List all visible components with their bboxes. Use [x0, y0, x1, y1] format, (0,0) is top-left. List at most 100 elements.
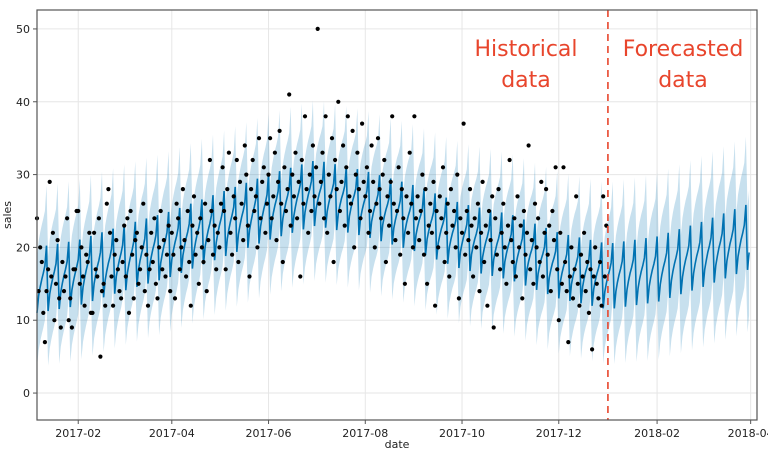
observed-point: [542, 230, 547, 235]
observed-point: [520, 296, 525, 301]
observed-point: [344, 165, 349, 170]
observed-point: [242, 143, 247, 148]
x-axis: 2017-02 2017-04 2017-06 2017-08 2017-10 2017-…: [55, 420, 768, 440]
observed-point: [550, 208, 555, 214]
observed-point: [82, 303, 87, 308]
observed-point: [433, 303, 438, 308]
observed-point: [512, 216, 517, 221]
observed-point: [480, 179, 485, 184]
observed-point: [234, 157, 239, 163]
observed-point: [119, 296, 124, 301]
forecast-line: [36, 160, 750, 313]
observed-point: [531, 281, 536, 286]
observed-point: [570, 296, 576, 301]
observed-point: [76, 208, 81, 214]
observed-point: [517, 245, 522, 250]
observed-point: [233, 216, 238, 221]
observed-point: [544, 187, 549, 192]
observed-point: [360, 121, 365, 126]
observed-point: [317, 201, 322, 206]
observed-point: [185, 208, 190, 214]
observed-point: [528, 267, 533, 272]
observed-point: [184, 274, 189, 279]
observed-point: [561, 165, 566, 170]
observed-point: [104, 201, 109, 206]
observed-point: [337, 208, 342, 214]
observed-point: [529, 238, 534, 243]
observed-point: [534, 245, 539, 250]
observed-point: [47, 179, 52, 184]
observed-point: [583, 289, 588, 294]
observed-point: [109, 274, 114, 279]
observed-point: [364, 165, 369, 170]
observed-point: [515, 194, 520, 199]
observed-point: [290, 172, 295, 177]
observed-point: [420, 172, 425, 177]
y-axis: 0 10 20 30 40 50: [16, 23, 37, 400]
observed-points: [34, 26, 609, 359]
observed-point: [50, 230, 56, 235]
observed-point: [115, 267, 120, 272]
observed-point: [215, 230, 220, 235]
plot-frame: [36, 9, 758, 421]
observed-point: [526, 143, 531, 148]
observed-point: [567, 274, 573, 279]
observed-point: [442, 259, 447, 265]
observed-point: [388, 179, 393, 184]
observed-point: [347, 194, 352, 199]
observed-point: [345, 114, 350, 119]
observed-point: [139, 245, 144, 250]
observed-point: [195, 230, 200, 235]
observed-point: [488, 238, 493, 243]
observed-point: [547, 223, 552, 228]
observed-point: [510, 259, 515, 265]
y-tick-label: 30: [16, 169, 30, 182]
observed-point: [68, 296, 73, 301]
observed-point: [214, 267, 219, 272]
x-tick-label: 2018-02: [634, 427, 680, 440]
observed-point: [73, 267, 78, 272]
observed-point: [578, 252, 584, 257]
observed-point: [315, 26, 320, 31]
observed-point: [559, 281, 565, 286]
observed-point: [247, 274, 252, 279]
observed-point: [66, 318, 71, 323]
observed-point: [49, 274, 54, 279]
observed-point: [482, 259, 487, 265]
observed-point: [348, 201, 354, 206]
observed-point: [325, 230, 330, 235]
observed-point: [120, 259, 125, 265]
observed-point: [320, 150, 325, 155]
observed-point: [128, 208, 133, 214]
observed-point: [402, 281, 407, 286]
observed-point: [155, 296, 160, 301]
observed-point: [490, 194, 495, 199]
observed-point: [253, 194, 258, 199]
observed-point: [566, 340, 571, 345]
observed-point: [92, 230, 97, 235]
y-tick-label: 40: [16, 96, 30, 109]
observed-point: [114, 238, 119, 243]
observed-point: [163, 274, 168, 279]
observed-point: [220, 165, 225, 170]
observed-point: [329, 136, 335, 141]
observed-point: [312, 194, 317, 199]
x-tick-label: 2018-04: [728, 427, 768, 440]
observed-point: [553, 165, 558, 170]
observed-point: [382, 157, 387, 163]
observed-point: [331, 259, 336, 265]
observed-point: [264, 201, 270, 206]
x-tick-label: 2017-08: [342, 427, 388, 440]
y-tick-label: 10: [16, 314, 30, 327]
observed-point: [44, 289, 49, 294]
observed-point: [436, 245, 441, 250]
observed-point: [304, 187, 309, 192]
observed-point: [459, 230, 465, 235]
observed-point: [209, 208, 214, 214]
observed-point: [355, 150, 360, 155]
observed-point: [225, 187, 230, 192]
observed-point: [564, 289, 569, 294]
observed-point: [440, 165, 446, 170]
observed-point: [431, 179, 436, 184]
observed-point: [483, 223, 488, 228]
